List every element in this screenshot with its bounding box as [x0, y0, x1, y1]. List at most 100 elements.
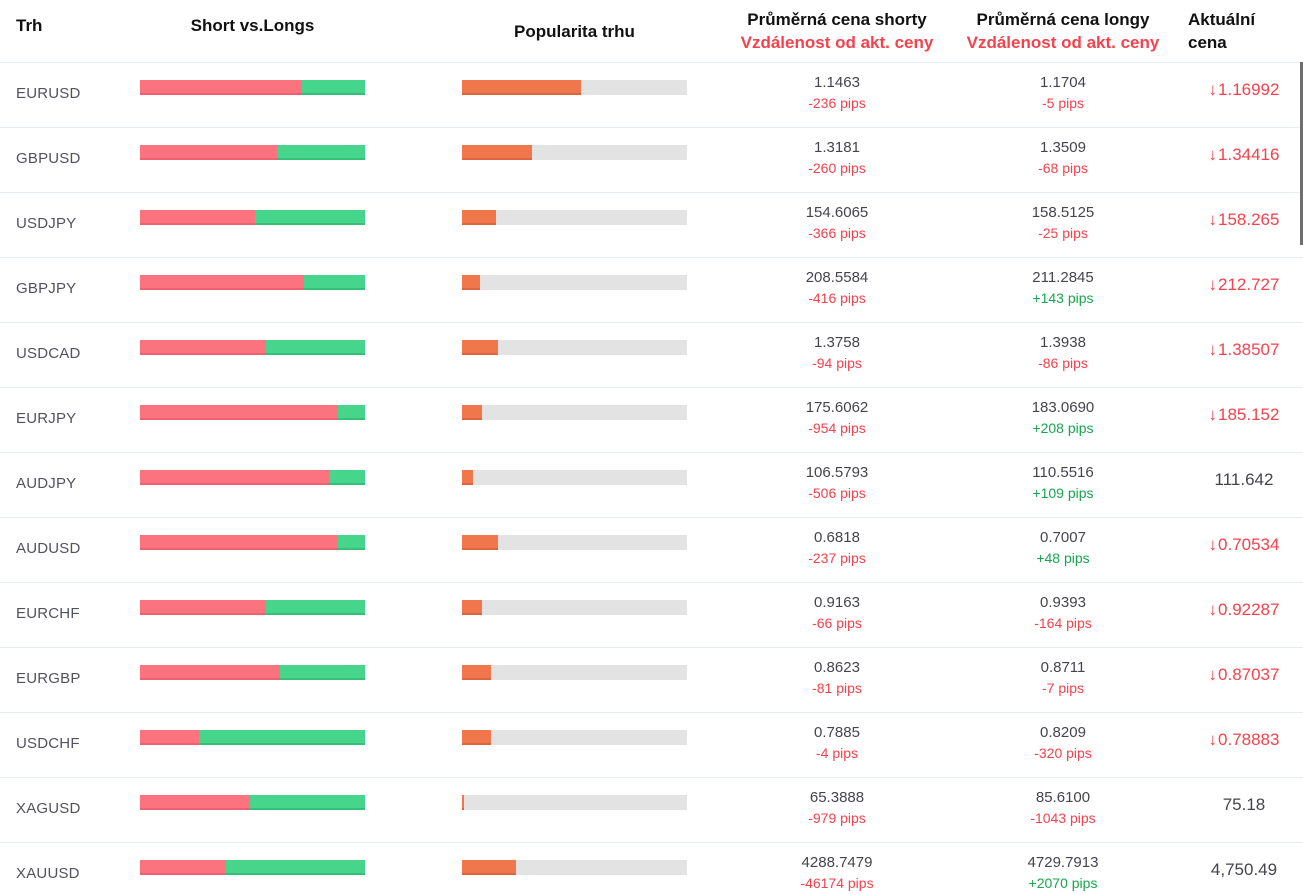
longs-bar-segment — [266, 340, 365, 355]
shorts-bar-segment — [140, 730, 199, 745]
avg-long-price: 0.8209 — [1040, 724, 1086, 741]
shorts-bar-segment — [140, 665, 280, 680]
popularity-bar-track — [462, 600, 687, 615]
short-distance-pips: -366 pips — [808, 225, 866, 241]
current-price: 212.727 — [1218, 275, 1280, 294]
header-popularity: Popularita trhu — [514, 22, 635, 41]
popularity-bar-fill — [462, 210, 496, 225]
down-arrow-icon: ↓ — [1208, 730, 1218, 749]
table-row[interactable]: EURCHF 0.9163 -66 pips 0.9393 -164 pips … — [0, 583, 1303, 648]
long-distance-pips: -1043 pips — [1030, 810, 1096, 826]
popularity-bar-track — [462, 860, 687, 875]
down-arrow-icon: ↓ — [1208, 340, 1218, 359]
longs-bar-segment — [329, 470, 365, 485]
long-distance-pips: -68 pips — [1038, 160, 1088, 176]
table-row[interactable]: GBPJPY 208.5584 -416 pips 211.2845 +143 … — [0, 258, 1303, 323]
avg-short-cell: 175.6062 -954 pips — [712, 397, 962, 439]
avg-short-price: 65.3888 — [809, 789, 865, 806]
popularity-bar-track — [462, 275, 687, 290]
longs-bar-segment — [304, 275, 365, 290]
header-avg-long: Průměrná cena longy Vzdálenost od akt. c… — [938, 8, 1188, 54]
avg-long-cell: 183.0690 +208 pips — [938, 397, 1188, 439]
longs-bar-segment — [250, 795, 365, 810]
long-distance-pips: -86 pips — [1038, 355, 1088, 371]
market-symbol: AUDJPY — [16, 475, 77, 492]
long-distance-pips: +143 pips — [1032, 290, 1094, 306]
table-row[interactable]: USDJPY 154.6065 -366 pips 158.5125 -25 p… — [0, 193, 1303, 258]
avg-long-cell: 211.2845 +143 pips — [938, 267, 1188, 309]
header-avg-long-subtitle: Vzdálenost od akt. ceny — [966, 33, 1160, 52]
short-vs-long-bar — [140, 665, 365, 680]
table-row[interactable]: EURGBP 0.8623 -81 pips 0.8711 -7 pips ↓0… — [0, 648, 1303, 713]
down-arrow-icon: ↓ — [1208, 145, 1218, 164]
popularity-bar-track — [462, 730, 687, 745]
market-symbol: USDCHF — [16, 735, 80, 752]
short-distance-pips: -46174 pips — [800, 875, 874, 891]
long-distance-pips: -320 pips — [1034, 745, 1092, 761]
market-symbol: GBPJPY — [16, 280, 77, 297]
table-row[interactable]: XAUUSD 4288.7479 -46174 pips 4729.7913 +… — [0, 843, 1303, 895]
avg-long-price: 158.5125 — [1031, 204, 1095, 221]
shorts-bar-segment — [140, 470, 329, 485]
market-symbol: EURCHF — [16, 605, 80, 622]
popularity-bar-fill — [462, 80, 582, 95]
avg-long-price: 0.7007 — [1040, 529, 1086, 546]
market-symbol: GBPUSD — [16, 150, 81, 167]
table-row[interactable]: USDCHF 0.7885 -4 pips 0.8209 -320 pips ↓… — [0, 713, 1303, 778]
avg-long-price: 110.5516 — [1032, 464, 1094, 481]
popularity-bar-track — [462, 665, 687, 680]
popularity-bar-fill — [462, 860, 516, 875]
avg-long-cell: 1.1704 -5 pips — [938, 72, 1188, 114]
table-row[interactable]: GBPUSD 1.3181 -260 pips 1.3509 -68 pips … — [0, 128, 1303, 193]
header-avg-long-title: Průměrná cena longy — [976, 10, 1150, 29]
header-current-line1: Aktuální — [1188, 10, 1256, 29]
table-row[interactable]: USDCAD 1.3758 -94 pips 1.3938 -86 pips ↓… — [0, 323, 1303, 388]
avg-long-cell: 0.7007 +48 pips — [938, 527, 1188, 569]
avg-short-price: 154.6065 — [805, 204, 869, 221]
avg-long-price: 211.2845 — [1032, 269, 1094, 286]
table-row[interactable]: EURUSD 1.1463 -236 pips 1.1704 -5 pips ↓… — [0, 63, 1303, 128]
current-price: 0.70534 — [1218, 535, 1280, 554]
avg-short-cell: 0.8623 -81 pips — [712, 657, 962, 699]
avg-short-cell: 106.5793 -506 pips — [712, 462, 962, 504]
popularity-bar-fill — [462, 405, 483, 420]
current-price: 111.642 — [1214, 470, 1274, 489]
current-price-cell: ↓1.34416 — [1188, 145, 1300, 165]
current-price: 75.18 — [1222, 795, 1266, 814]
down-arrow-icon: ↓ — [1208, 535, 1218, 554]
avg-short-cell: 1.1463 -236 pips — [712, 72, 962, 114]
short-distance-pips: -237 pips — [808, 550, 866, 566]
header-market: Trh — [16, 16, 43, 35]
popularity-bar-track — [462, 470, 687, 485]
avg-long-price: 183.0690 — [1031, 399, 1095, 416]
avg-long-price: 1.3938 — [1040, 334, 1086, 351]
vertical-scrollbar-thumb[interactable] — [1300, 62, 1303, 245]
short-vs-long-bar — [140, 275, 365, 290]
current-price: 4,750.49 — [1210, 860, 1278, 879]
avg-long-cell: 0.9393 -164 pips — [938, 592, 1188, 634]
longs-bar-segment — [225, 860, 365, 875]
avg-short-cell: 1.3758 -94 pips — [712, 332, 962, 374]
table-row[interactable]: EURJPY 175.6062 -954 pips 183.0690 +208 … — [0, 388, 1303, 453]
market-symbol: XAUUSD — [16, 865, 80, 882]
table-body: EURUSD 1.1463 -236 pips 1.1704 -5 pips ↓… — [0, 63, 1303, 895]
short-vs-long-bar — [140, 210, 365, 225]
current-price-cell: ↓1.16992 — [1188, 80, 1300, 100]
table-row[interactable]: AUDUSD 0.6818 -237 pips 0.7007 +48 pips … — [0, 518, 1303, 583]
long-distance-pips: +48 pips — [1036, 550, 1090, 566]
short-distance-pips: -979 pips — [808, 810, 866, 826]
current-price-cell: ↓158.265 — [1188, 210, 1300, 230]
avg-short-price: 0.6818 — [814, 529, 860, 546]
short-distance-pips: -236 pips — [808, 95, 866, 111]
long-distance-pips: -5 pips — [1041, 95, 1085, 111]
table-row[interactable]: AUDJPY 106.5793 -506 pips 110.5516 +109 … — [0, 453, 1303, 518]
short-distance-pips: -81 pips — [812, 680, 862, 696]
current-price: 1.16992 — [1218, 80, 1280, 99]
short-distance-pips: -94 pips — [812, 355, 862, 371]
shorts-bar-segment — [140, 405, 338, 420]
short-distance-pips: -66 pips — [812, 615, 862, 631]
header-avg-short: Průměrná cena shorty Vzdálenost od akt. … — [712, 8, 962, 54]
short-vs-long-bar — [140, 600, 365, 615]
current-price: 185.152 — [1218, 405, 1280, 424]
table-row[interactable]: XAGUSD 65.3888 -979 pips 85.6100 -1043 p… — [0, 778, 1303, 843]
